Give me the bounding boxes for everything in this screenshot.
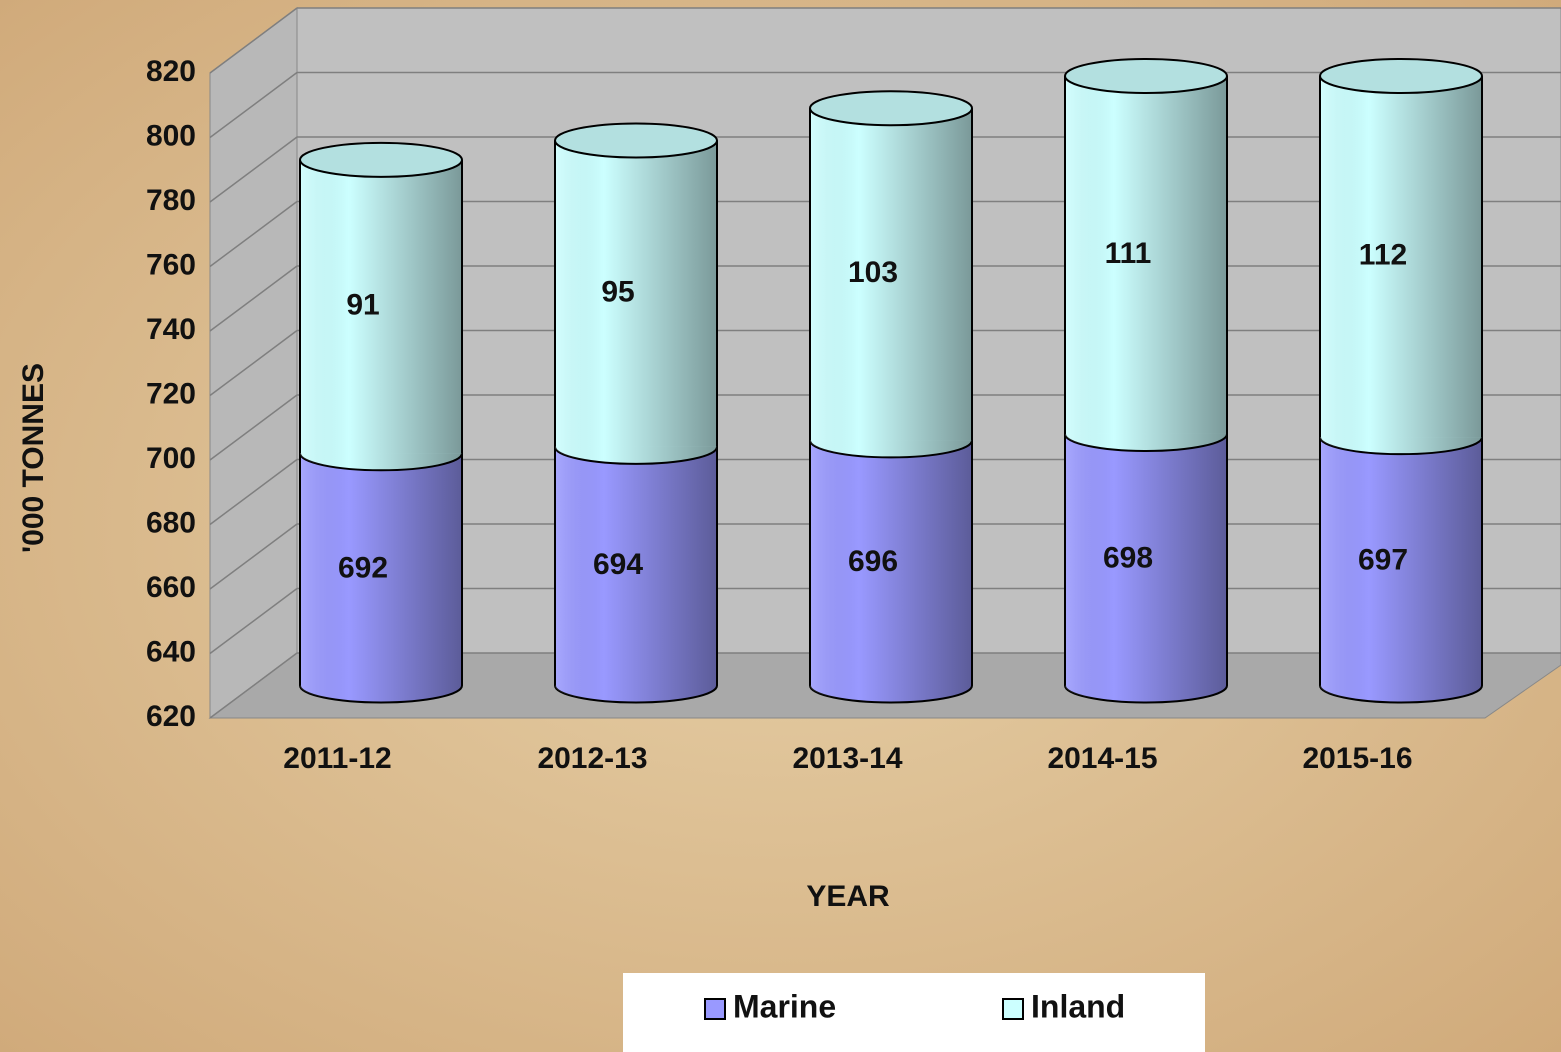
grid-line bbox=[209, 7, 298, 74]
value-label: 95 bbox=[601, 276, 634, 309]
grid-line bbox=[209, 200, 298, 268]
bar-shade bbox=[555, 140, 717, 447]
x-axis-title: YEAR bbox=[806, 880, 890, 913]
y-tick-label: 760 bbox=[146, 248, 196, 281]
x-tick-label: 2011-12 bbox=[283, 742, 391, 775]
bar-shade bbox=[300, 159, 462, 454]
cylinder-top-shade bbox=[300, 142, 462, 177]
cylinder-top-shade bbox=[1320, 58, 1482, 93]
cylinder-top-shade bbox=[555, 123, 717, 158]
cylinder-top bbox=[1319, 57, 1483, 94]
y-tick-label: 660 bbox=[146, 571, 196, 604]
y-tick-label: 640 bbox=[146, 635, 196, 668]
x-tick-label: 2013-14 bbox=[792, 742, 902, 775]
value-label: 696 bbox=[848, 545, 898, 578]
x-tick-label: 2012-13 bbox=[537, 742, 647, 775]
legend-swatch bbox=[1002, 998, 1024, 1020]
grid-line bbox=[209, 458, 298, 526]
grid-line bbox=[209, 587, 298, 655]
cylinder-top bbox=[809, 90, 973, 127]
bar-shade bbox=[300, 453, 462, 686]
y-tick-label: 780 bbox=[146, 184, 196, 217]
bars: 692 91 694 95 696 103 698 111 697 112 bbox=[299, 57, 1483, 704]
x-tick-label: 2014-15 bbox=[1047, 742, 1157, 775]
grid-line bbox=[209, 329, 298, 397]
cylinder-top-shade bbox=[810, 91, 972, 126]
labels: 620 640 660 680 700 720 740 760 780 800 820 2011-12… bbox=[146, 55, 1413, 775]
bar-shade bbox=[1065, 75, 1227, 434]
y-tick-label: 680 bbox=[146, 506, 196, 539]
y-tick-label: 700 bbox=[146, 442, 196, 475]
cylinder-top bbox=[1064, 57, 1228, 94]
value-label: 91 bbox=[346, 288, 379, 321]
value-label: 112 bbox=[1359, 238, 1407, 271]
grid-line bbox=[209, 136, 298, 203]
legend-swatch bbox=[704, 998, 726, 1020]
value-label: 111 bbox=[1105, 237, 1152, 270]
y-tick-label: 740 bbox=[146, 313, 196, 346]
legend-label: Marine bbox=[733, 988, 836, 1024]
grid-line bbox=[209, 652, 298, 719]
cylinder-top bbox=[299, 141, 463, 178]
y-tick-label: 820 bbox=[146, 55, 196, 88]
grid-line bbox=[209, 265, 298, 332]
cylinder-top bbox=[554, 122, 718, 159]
bar-shade bbox=[1320, 437, 1482, 686]
legend-label: Inland bbox=[1031, 988, 1125, 1024]
value-label: 697 bbox=[1358, 543, 1408, 576]
bar-shade bbox=[1320, 75, 1482, 438]
value-label: 692 bbox=[338, 551, 388, 584]
y-tick-label: 800 bbox=[146, 119, 196, 152]
cylinder-top-shade bbox=[1065, 58, 1227, 93]
bar-shade bbox=[810, 440, 972, 686]
value-label: 698 bbox=[1103, 542, 1153, 575]
value-label: 103 bbox=[848, 256, 898, 289]
bar-shade bbox=[1065, 433, 1227, 686]
y-tick-label: 720 bbox=[146, 377, 196, 410]
legend: Marine Inland bbox=[704, 988, 1125, 1024]
grid-line bbox=[209, 394, 298, 461]
grid-line bbox=[209, 71, 298, 139]
y-axis-title: '000 TONNES bbox=[17, 363, 50, 553]
y-tick-label: 620 bbox=[146, 700, 196, 733]
bar-shade bbox=[810, 108, 972, 441]
x-tick-label: 2015-16 bbox=[1302, 742, 1412, 775]
bar-shade bbox=[555, 446, 717, 686]
grid-line bbox=[209, 523, 298, 590]
value-label: 694 bbox=[593, 548, 643, 581]
